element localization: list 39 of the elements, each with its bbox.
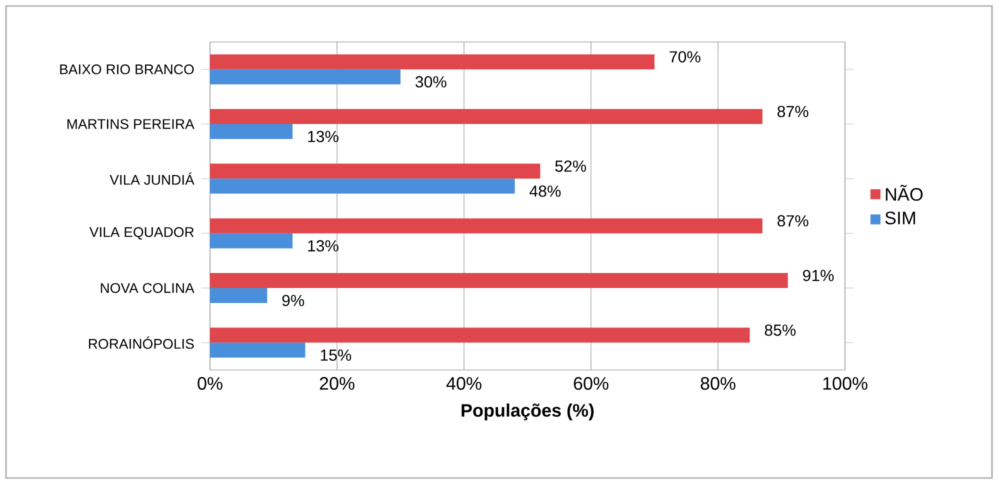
bar: [210, 54, 655, 70]
bar: [210, 342, 306, 358]
data-label: 15%: [320, 350, 352, 361]
data-label: 70%: [670, 51, 700, 63]
y-tick-label: VILA JUNDIÁ: [110, 172, 194, 185]
data-label: 91%: [803, 270, 834, 282]
x-tick-label: 100%: [823, 377, 868, 390]
legend-label: NÃO: [886, 184, 923, 201]
bar: [210, 69, 401, 84]
x-tick-label: 0%: [198, 377, 222, 390]
data-label: 9%: [282, 294, 304, 306]
data-label: 87%: [778, 106, 808, 118]
bar: [210, 273, 788, 288]
bar: [210, 124, 293, 139]
y-tick-label: MARTINS PEREIRA: [67, 119, 194, 129]
bar: [210, 233, 293, 248]
x-tick-label: 80%: [700, 377, 736, 390]
data-label: 30%: [416, 76, 446, 88]
data-label: 87%: [778, 215, 808, 226]
x-axis-title: Populações (%): [462, 404, 594, 420]
data-label: 85%: [764, 324, 796, 336]
x-tick-label: 60%: [574, 377, 608, 390]
data-label: 13%: [308, 130, 338, 142]
legend-label: SIM: [885, 212, 915, 224]
bar: [210, 109, 762, 124]
x-tick-label: 40%: [446, 377, 482, 390]
y-tick-label: NOVA COLINA: [100, 283, 194, 293]
bar: [210, 178, 515, 194]
data-label: 13%: [308, 240, 338, 252]
bar: [210, 288, 268, 303]
x-tick-label: 20%: [320, 377, 354, 390]
bar: [210, 218, 762, 234]
data-label: 48%: [530, 186, 561, 197]
y-tick-label: VILA EQUADOR: [89, 227, 194, 240]
bar: [210, 328, 750, 343]
data-label: 52%: [555, 160, 586, 172]
bar: [210, 164, 540, 179]
y-tick-label: RORAINÓPOLIS: [88, 336, 194, 349]
y-tick-label: BAIXO RIO BRANCO: [60, 64, 194, 74]
